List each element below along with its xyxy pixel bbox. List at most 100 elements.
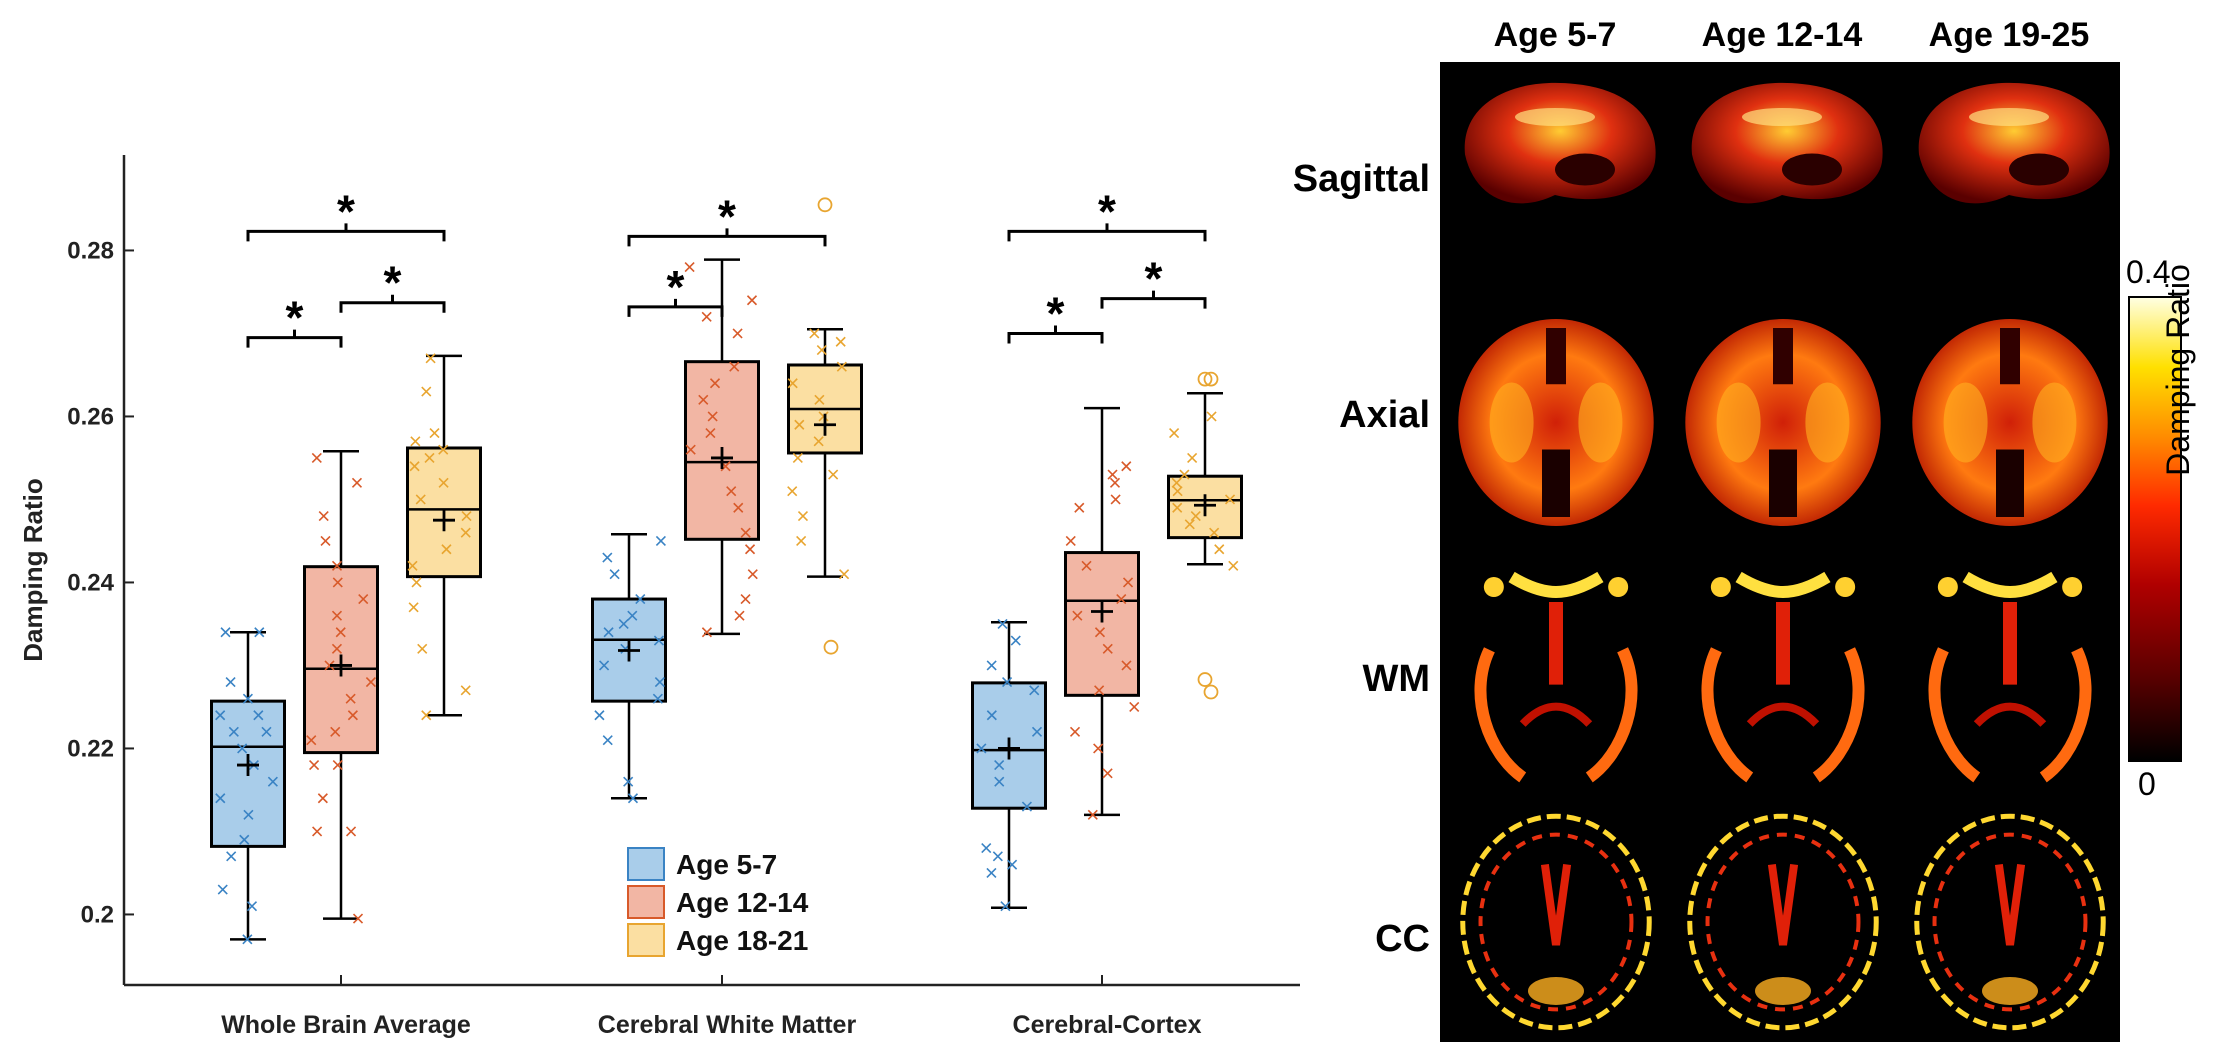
data-point — [320, 535, 331, 547]
data-point — [1116, 593, 1127, 605]
significance-bracket — [339, 294, 446, 313]
legend-swatch — [627, 923, 665, 957]
data-point — [627, 793, 639, 804]
data-point — [1172, 502, 1183, 513]
data-point — [1122, 577, 1134, 588]
data-point — [424, 452, 435, 464]
data-point — [1121, 660, 1132, 671]
mean-marker — [814, 413, 836, 436]
data-point — [330, 726, 341, 737]
y-tick-label: 0.28 — [67, 237, 114, 264]
brain-image-wm — [1899, 557, 2125, 789]
colorbar-min-label: 0 — [2138, 766, 2156, 802]
mean-marker — [711, 446, 733, 469]
x-category-label: Whole Brain Average — [221, 1011, 471, 1039]
data-point — [253, 710, 264, 721]
data-point — [217, 884, 228, 895]
data-point — [438, 444, 449, 455]
data-point — [684, 261, 695, 273]
column-header-age-19-25: Age 19-25 — [1928, 16, 2090, 54]
data-point — [425, 353, 436, 364]
data-point — [335, 627, 346, 638]
data-point — [246, 901, 258, 912]
data-point — [441, 544, 452, 555]
significance-bracket — [1007, 325, 1104, 344]
data-point — [460, 685, 471, 696]
data-point — [994, 759, 1005, 771]
data-point — [352, 913, 364, 924]
data-point — [994, 776, 1005, 787]
data-point — [1093, 743, 1104, 754]
data-point — [358, 593, 369, 605]
data-point — [1110, 494, 1121, 505]
data-point — [1121, 461, 1132, 472]
mean-marker — [1091, 600, 1113, 623]
data-point — [332, 759, 343, 771]
brain-image-axial — [1899, 310, 2125, 535]
data-point — [729, 361, 740, 372]
data-point — [242, 693, 253, 704]
data-point — [461, 510, 472, 522]
data-point — [1069, 726, 1081, 737]
data-point — [707, 411, 718, 422]
data-point — [331, 560, 343, 571]
data-point — [225, 676, 236, 688]
significance-bracket — [1007, 223, 1207, 242]
data-point — [603, 627, 614, 638]
data-point — [1171, 477, 1182, 488]
y-tick-label: 0.2 — [81, 901, 114, 928]
data-point — [1029, 685, 1040, 696]
colorbar-max-label: 0.4 — [2126, 254, 2171, 290]
mean-marker — [1194, 494, 1216, 517]
mean-marker — [998, 737, 1020, 760]
data-point — [813, 436, 824, 447]
data-point — [828, 469, 839, 480]
data-point — [1209, 527, 1220, 538]
data-point — [809, 328, 820, 339]
data-point — [1190, 510, 1201, 522]
data-point — [1214, 544, 1225, 555]
y-tick-label: 0.22 — [67, 735, 114, 762]
data-point — [1081, 560, 1092, 571]
brain-image-sagittal — [1672, 72, 1898, 222]
brain-image-wm-graphic — [1701, 571, 1865, 783]
brain-image-sagittal-graphic — [1464, 82, 1656, 204]
significance-star: * — [718, 190, 736, 242]
data-point — [1184, 519, 1195, 530]
legend-swatch — [627, 847, 665, 881]
column-header-age-5-7: Age 5-7 — [1493, 16, 1617, 54]
data-point — [1187, 452, 1198, 464]
brain-image-cc — [1445, 807, 1671, 1037]
brain-image-sagittal-graphic — [1691, 82, 1883, 204]
data-point — [701, 311, 712, 322]
data-point — [594, 710, 605, 721]
data-point — [331, 643, 343, 654]
row-label-axial: Axial — [1339, 394, 1430, 436]
data-point — [429, 427, 440, 439]
data-point — [618, 618, 629, 630]
data-point — [306, 735, 317, 746]
data-point — [796, 535, 807, 547]
data-point — [318, 510, 329, 522]
data-point — [1102, 643, 1113, 654]
significance-star: * — [1098, 185, 1116, 237]
data-point — [839, 569, 850, 580]
data-point — [744, 544, 756, 555]
outlier-point — [823, 639, 839, 655]
data-point — [237, 743, 248, 754]
legend-label: Age 5-7 — [676, 849, 777, 880]
data-point — [415, 494, 426, 505]
data-point — [1224, 494, 1236, 505]
colorbar-title: Damping Ratio — [2160, 264, 2196, 476]
data-point — [1172, 486, 1183, 497]
data-point — [734, 610, 745, 621]
data-point — [835, 336, 846, 347]
brain-image-cc-graphic — [1460, 813, 1652, 1031]
data-point — [1031, 726, 1043, 737]
row-label-wm: WM — [1362, 658, 1430, 700]
data-point — [698, 394, 709, 405]
data-point — [1072, 610, 1083, 621]
mean-marker — [618, 639, 640, 662]
data-point — [792, 452, 803, 464]
significance-star: * — [1047, 287, 1065, 339]
